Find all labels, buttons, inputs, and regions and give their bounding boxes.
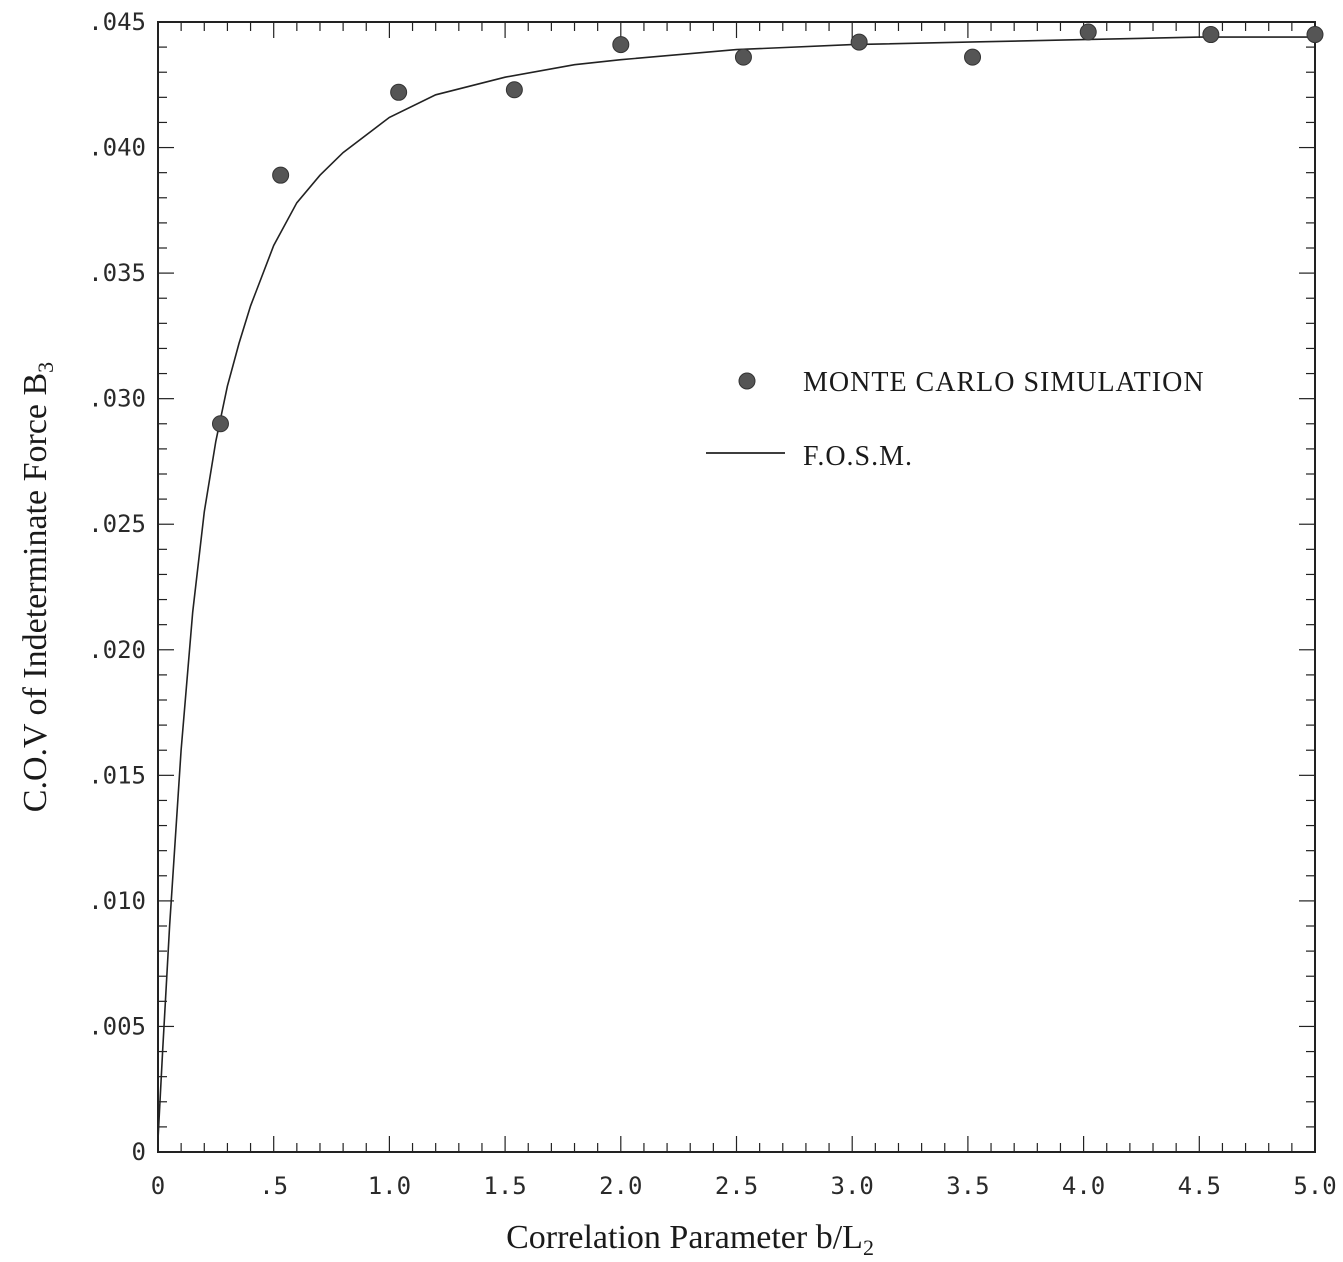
y-tick-label: .005: [88, 1012, 146, 1040]
plot-frame: [157, 21, 1316, 1153]
x-tick-label: 4.5: [1178, 1172, 1221, 1200]
x-axis-title: Correlation Parameter b/L2: [506, 1219, 874, 1260]
y-tick-label: 0: [132, 1138, 146, 1166]
x-tick-label: 4.0: [1062, 1172, 1105, 1200]
monte-carlo-point: [390, 83, 408, 101]
x-tick-label: 1.0: [368, 1172, 411, 1200]
x-tick-label: 2.0: [599, 1172, 642, 1200]
y-tick-label: .045: [88, 8, 146, 36]
y-tick-label: .010: [88, 887, 146, 915]
x-tick-label: 3.0: [831, 1172, 874, 1200]
legend-marker-monte-carlo: [738, 372, 756, 390]
monte-carlo-point: [505, 81, 523, 99]
y-tick-label: .035: [88, 259, 146, 287]
x-tick-label: 1.5: [483, 1172, 526, 1200]
y-tick-label: .015: [88, 761, 146, 789]
y-tick-label: .025: [88, 510, 146, 538]
monte-carlo-point: [964, 48, 982, 66]
x-tick-label: .5: [259, 1172, 288, 1200]
y-tick-label: .030: [88, 385, 146, 413]
monte-carlo-point: [850, 33, 868, 51]
monte-carlo-point: [612, 36, 630, 54]
tick-labels: 0 .5 1.0 1.5 2.0 2.5 3.0 3.5 4.0 4.5 5.0 0 .005 .010.…: [88, 8, 1336, 1200]
x-tick-label: 3.5: [946, 1172, 989, 1200]
monte-carlo-point: [1079, 23, 1097, 41]
legend-label-fosm: F.O.S.M.: [803, 441, 913, 472]
monte-carlo-point: [734, 48, 752, 66]
monte-carlo-point: [211, 415, 229, 433]
fosm-curve: [157, 36, 1315, 1140]
x-tick-label: 5.0: [1293, 1172, 1336, 1200]
y-axis-title: C.O.V of Indeterminate Force B3: [17, 362, 58, 812]
axis-ticks: [157, 21, 1316, 1153]
monte-carlo-points: [211, 23, 1324, 433]
monte-carlo-point: [1306, 26, 1324, 44]
monte-carlo-point: [272, 166, 290, 184]
x-tick-label: 0: [151, 1172, 165, 1200]
y-tick-label: .020: [88, 636, 146, 664]
monte-carlo-point: [1202, 26, 1220, 44]
x-tick-label: 2.5: [715, 1172, 758, 1200]
y-tick-label: .040: [88, 134, 146, 162]
legend-label-monte-carlo: MONTE CARLO SIMULATION: [803, 367, 1205, 398]
legend: MONTE CARLO SIMULATION F.O.S.M.: [706, 367, 1205, 472]
